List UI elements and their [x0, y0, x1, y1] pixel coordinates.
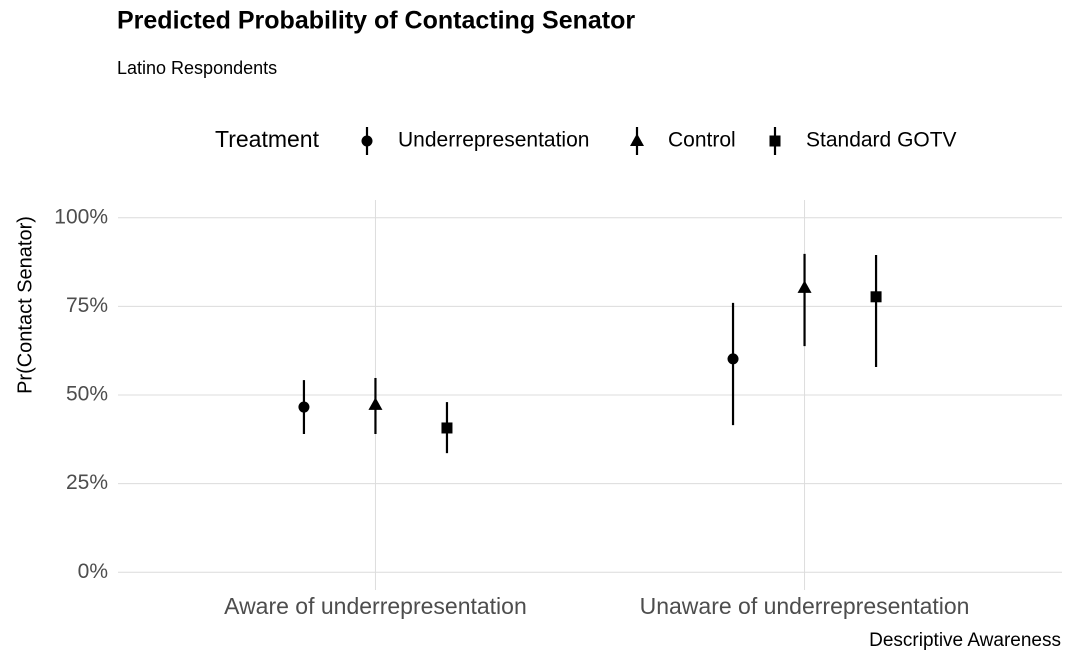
legend-title: Treatment [215, 126, 320, 152]
y-tick-label: 75% [66, 294, 108, 317]
point [368, 397, 383, 410]
point [298, 401, 310, 413]
legend-label: Control [668, 129, 736, 152]
legend-key [769, 135, 781, 147]
legend-label: Standard GOTV [806, 129, 957, 152]
legend-label: Underrepresentation [398, 129, 589, 152]
legend-key [630, 133, 644, 146]
y-tick-label: 25% [66, 471, 108, 494]
x-axis-title: Descriptive Awareness [869, 630, 1061, 651]
point [441, 422, 453, 434]
legend-key [361, 135, 373, 147]
x-tick-label: Aware of underrepresentation [224, 593, 527, 619]
y-tick-label: 0% [78, 560, 108, 583]
chart-title: Predicted Probability of Contacting Sena… [117, 7, 635, 35]
y-axis-title: Pr(Contact Senator) [14, 216, 36, 394]
chart-subtitle: Latino Respondents [117, 58, 277, 78]
y-tick-label: 50% [66, 383, 108, 406]
point [870, 291, 882, 303]
point [797, 280, 812, 293]
x-tick-label: Unaware of underrepresentation [640, 593, 970, 619]
y-tick-label: 100% [54, 205, 108, 228]
point [727, 353, 739, 365]
